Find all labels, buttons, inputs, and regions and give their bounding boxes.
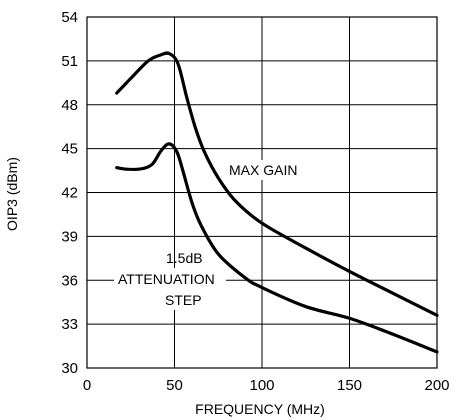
y-tick-label: 54	[61, 9, 78, 26]
x-tick-label: 150	[337, 377, 362, 394]
annotation-max-gain: MAX GAIN	[229, 162, 297, 178]
y-tick-label: 33	[61, 316, 78, 333]
x-tick-label: 200	[424, 377, 449, 394]
x-tick-label: 0	[83, 377, 91, 394]
y-tick-label: 39	[61, 228, 78, 245]
curve-attenuation-step	[115, 142, 439, 354]
y-tick-label: 36	[61, 272, 78, 289]
y-tick-label: 45	[61, 141, 78, 158]
annotation-atten-1: 1.5dB	[166, 250, 203, 266]
annotation-atten-3: STEP	[165, 292, 202, 308]
annotation-background	[114, 268, 226, 289]
y-tick-label: 42	[61, 185, 78, 202]
series-curves	[115, 51, 439, 354]
x-axis-title: FREQUENCY (MHz)	[195, 401, 325, 417]
curve-max-gain	[115, 51, 439, 317]
y-axis-title: OIP3 (dBm)	[4, 157, 20, 231]
y-tick-label: 51	[61, 53, 78, 70]
y-tick-label: 30	[61, 360, 78, 377]
plot-frame	[86, 16, 438, 369]
annotation-atten-2: ATTENUATION	[118, 271, 215, 287]
annotation-background	[224, 160, 310, 180]
x-tick-label: 100	[249, 377, 274, 394]
tick-labels: 30 33 36 39 42 45 48 51 54 0 50 100 150 200	[61, 9, 449, 394]
y-tick-label: 48	[61, 97, 78, 114]
annotation-background	[161, 289, 201, 310]
x-tick-label: 50	[166, 377, 183, 394]
